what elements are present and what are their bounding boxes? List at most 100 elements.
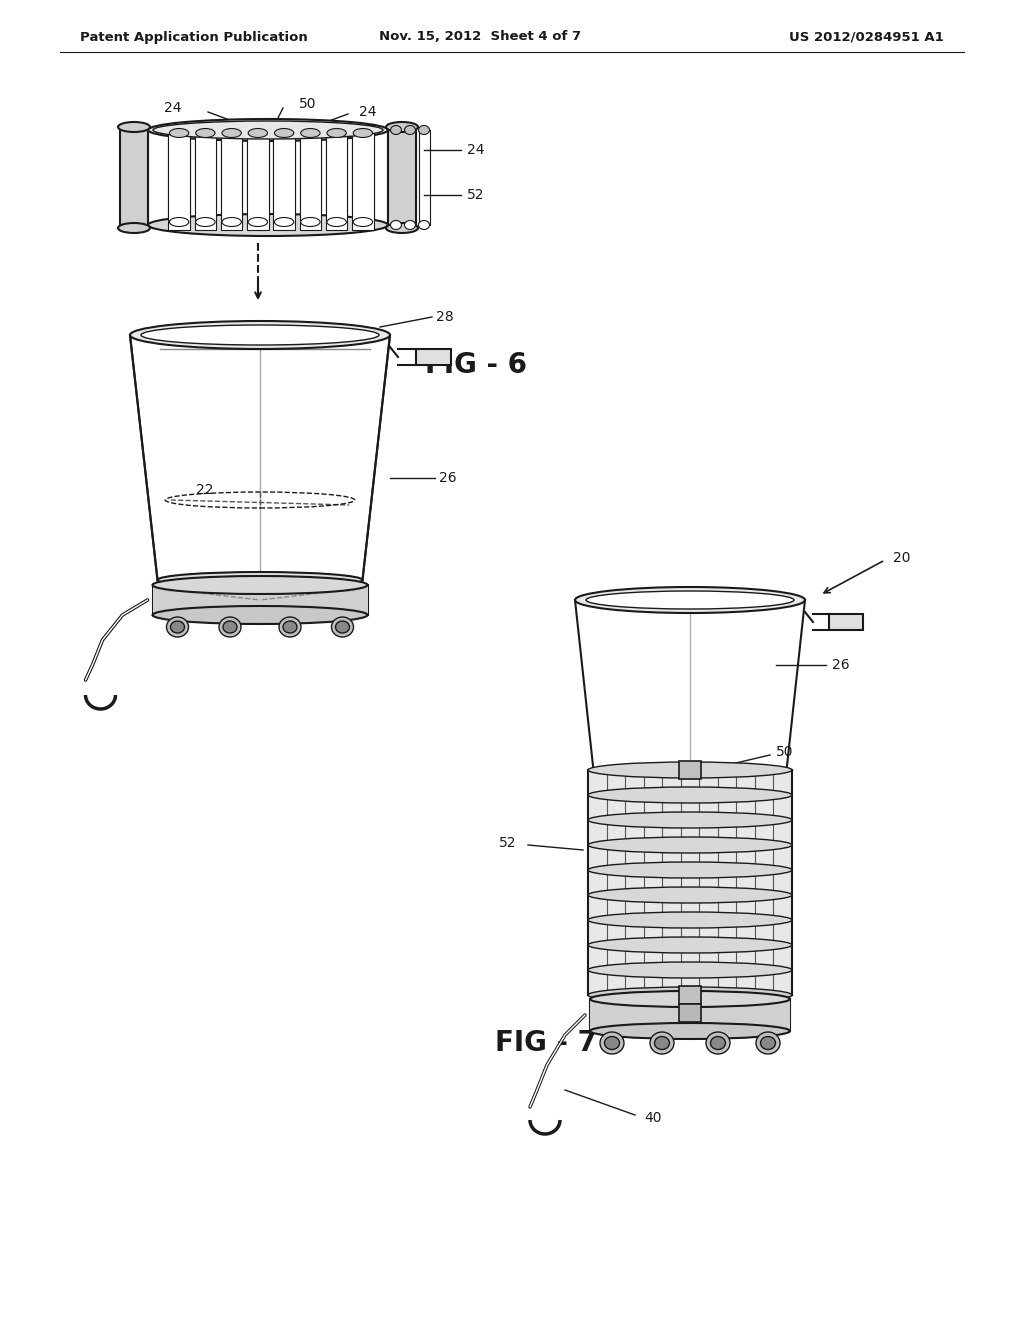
- Ellipse shape: [169, 128, 188, 137]
- Ellipse shape: [588, 762, 792, 777]
- Ellipse shape: [148, 119, 388, 141]
- Ellipse shape: [153, 576, 368, 594]
- Bar: [679, 986, 701, 1005]
- Text: 20: 20: [893, 550, 910, 565]
- Ellipse shape: [327, 218, 346, 227]
- Ellipse shape: [390, 220, 401, 230]
- Ellipse shape: [353, 218, 373, 227]
- Ellipse shape: [588, 837, 792, 853]
- Ellipse shape: [274, 128, 294, 137]
- Bar: [416, 348, 451, 366]
- Ellipse shape: [419, 125, 429, 135]
- Ellipse shape: [600, 1032, 624, 1053]
- Text: 22: 22: [197, 483, 214, 498]
- Ellipse shape: [222, 218, 242, 227]
- Polygon shape: [588, 970, 792, 995]
- Ellipse shape: [588, 987, 792, 1003]
- Ellipse shape: [153, 606, 368, 624]
- Polygon shape: [130, 335, 390, 579]
- Bar: [195, 125, 216, 230]
- Text: 52: 52: [500, 836, 517, 850]
- Text: 24: 24: [359, 106, 377, 119]
- Ellipse shape: [419, 220, 429, 230]
- Ellipse shape: [118, 223, 150, 234]
- Text: 50: 50: [776, 744, 794, 759]
- Text: Nov. 15, 2012  Sheet 4 of 7: Nov. 15, 2012 Sheet 4 of 7: [379, 30, 581, 44]
- Ellipse shape: [353, 128, 373, 137]
- Ellipse shape: [169, 218, 188, 227]
- Text: 24: 24: [164, 102, 181, 115]
- Bar: [247, 125, 268, 230]
- Ellipse shape: [283, 620, 297, 634]
- Ellipse shape: [196, 128, 215, 137]
- Polygon shape: [153, 585, 368, 615]
- Text: 50: 50: [299, 96, 316, 111]
- Ellipse shape: [404, 220, 416, 230]
- Text: Patent Application Publication: Patent Application Publication: [80, 30, 308, 44]
- Ellipse shape: [301, 218, 321, 227]
- Polygon shape: [575, 601, 805, 775]
- Bar: [326, 125, 347, 230]
- Ellipse shape: [588, 962, 792, 978]
- Polygon shape: [588, 770, 792, 795]
- Ellipse shape: [590, 991, 790, 1007]
- Ellipse shape: [588, 887, 792, 903]
- Ellipse shape: [158, 572, 362, 587]
- Ellipse shape: [118, 121, 150, 132]
- Polygon shape: [588, 845, 792, 870]
- Ellipse shape: [588, 937, 792, 953]
- Ellipse shape: [575, 587, 805, 612]
- Polygon shape: [388, 125, 416, 230]
- Text: 52: 52: [467, 187, 484, 202]
- Ellipse shape: [756, 1032, 780, 1053]
- Ellipse shape: [588, 787, 792, 803]
- Ellipse shape: [590, 1023, 790, 1039]
- Text: 26: 26: [833, 657, 850, 672]
- Ellipse shape: [390, 125, 401, 135]
- Ellipse shape: [650, 1032, 674, 1053]
- Bar: [273, 125, 295, 230]
- Ellipse shape: [223, 620, 237, 634]
- Ellipse shape: [654, 1036, 670, 1049]
- Ellipse shape: [588, 912, 792, 928]
- Ellipse shape: [130, 321, 390, 348]
- Polygon shape: [590, 999, 790, 1031]
- Polygon shape: [588, 870, 792, 895]
- Ellipse shape: [153, 121, 383, 139]
- Ellipse shape: [279, 616, 301, 638]
- Ellipse shape: [761, 1036, 775, 1049]
- Ellipse shape: [332, 616, 353, 638]
- Bar: [679, 762, 701, 779]
- Ellipse shape: [327, 128, 346, 137]
- Ellipse shape: [586, 591, 794, 609]
- Ellipse shape: [588, 862, 792, 878]
- Bar: [679, 1005, 701, 1022]
- Ellipse shape: [706, 1032, 730, 1053]
- Ellipse shape: [196, 218, 215, 227]
- Text: 26: 26: [439, 470, 457, 484]
- Polygon shape: [588, 795, 792, 820]
- Ellipse shape: [301, 128, 321, 137]
- Polygon shape: [588, 820, 792, 845]
- Ellipse shape: [274, 218, 294, 227]
- Polygon shape: [588, 945, 792, 970]
- Bar: [300, 125, 322, 230]
- Ellipse shape: [148, 214, 388, 236]
- Polygon shape: [588, 920, 792, 945]
- Ellipse shape: [386, 223, 418, 234]
- Ellipse shape: [336, 620, 349, 634]
- Bar: [168, 125, 189, 230]
- Ellipse shape: [171, 620, 184, 634]
- Ellipse shape: [604, 1036, 620, 1049]
- Bar: [221, 125, 243, 230]
- Text: 40: 40: [644, 1111, 662, 1125]
- Ellipse shape: [386, 121, 418, 132]
- Polygon shape: [588, 895, 792, 920]
- Ellipse shape: [141, 325, 379, 345]
- Ellipse shape: [222, 128, 242, 137]
- Text: FIG - 6: FIG - 6: [425, 351, 527, 379]
- Ellipse shape: [248, 218, 267, 227]
- Text: 24: 24: [467, 143, 484, 157]
- Bar: [829, 614, 863, 630]
- Ellipse shape: [167, 616, 188, 638]
